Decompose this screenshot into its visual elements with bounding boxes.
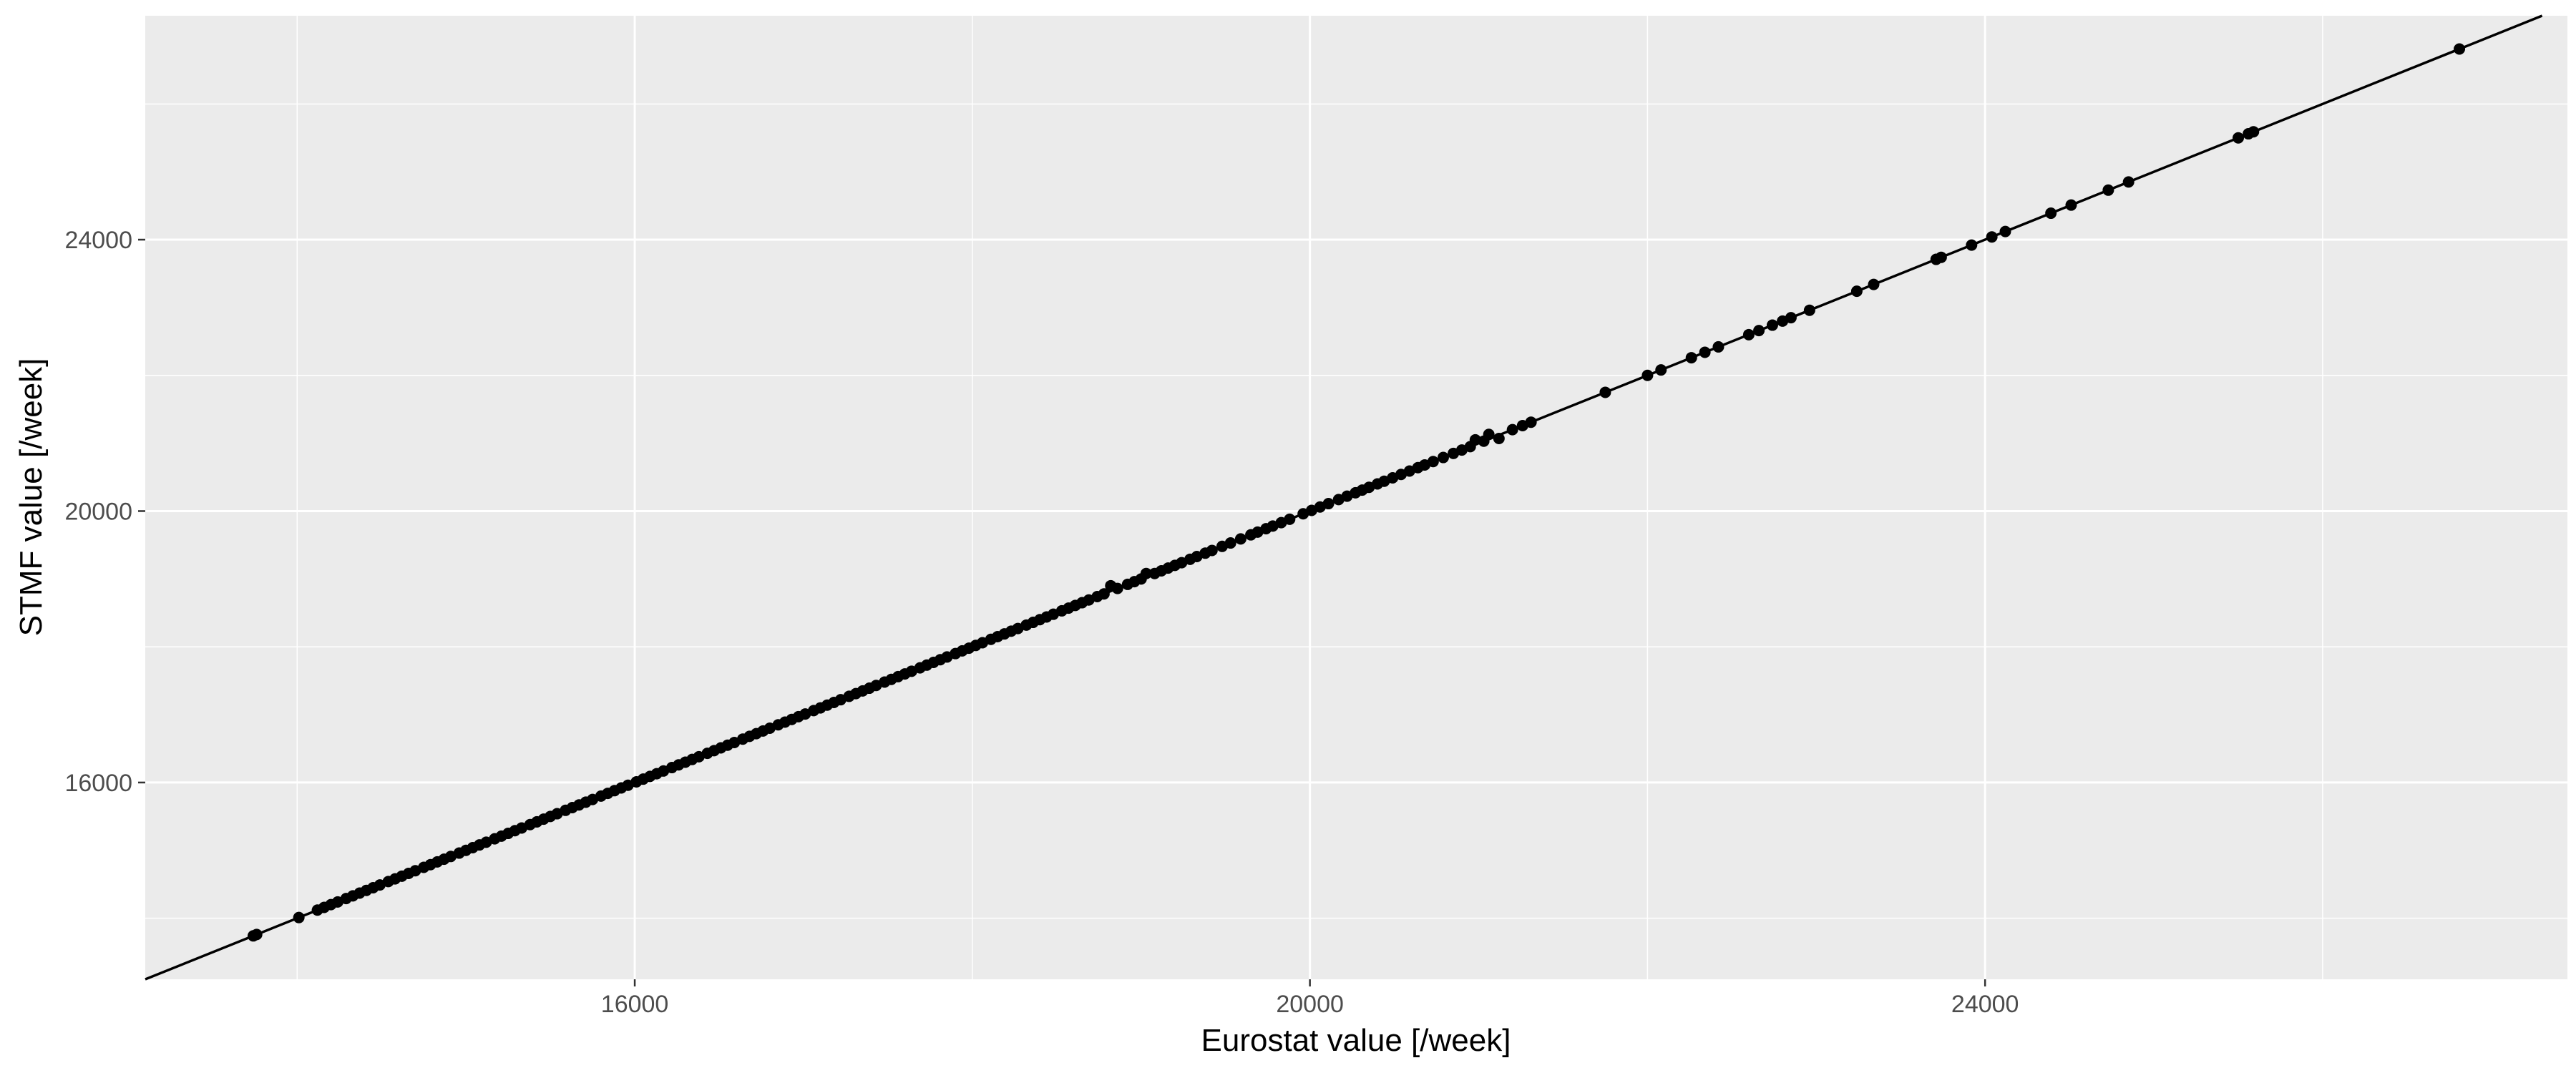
y-tick-label: 16000 — [64, 770, 132, 797]
data-point — [1986, 231, 1998, 243]
data-point — [1868, 278, 1880, 290]
data-point — [1234, 533, 1246, 545]
data-point — [1098, 588, 1110, 600]
y-axis-ticks: 16000 20000 24000 — [64, 227, 145, 797]
data-point — [1850, 285, 1863, 298]
data-point — [1437, 451, 1449, 464]
data-point — [1206, 544, 1218, 557]
data-points — [247, 43, 2466, 942]
data-point — [1525, 416, 1537, 428]
data-point — [250, 929, 263, 941]
data-point — [1493, 432, 1505, 444]
data-point — [1966, 239, 1978, 251]
minor-gridlines — [145, 16, 2567, 979]
data-point — [1111, 582, 1123, 594]
data-point — [1224, 537, 1236, 549]
data-point — [1712, 340, 1724, 353]
data-point — [1506, 423, 1518, 436]
data-point — [1699, 346, 1711, 358]
x-tick-label: 24000 — [1951, 991, 2019, 1018]
data-point — [1427, 456, 1439, 468]
y-tick-label: 20000 — [64, 498, 132, 525]
data-point — [1140, 567, 1152, 579]
data-point — [1655, 364, 1667, 376]
data-point — [2065, 199, 2077, 211]
data-point — [1803, 304, 1815, 316]
data-point — [1785, 312, 1797, 324]
data-point — [1766, 319, 1778, 331]
data-point — [2233, 132, 2245, 144]
y-axis-title: STMF value [/week] — [14, 358, 49, 637]
y-tick-label: 24000 — [64, 227, 132, 254]
data-point — [1641, 369, 1654, 381]
data-point — [2122, 176, 2135, 188]
data-point — [1483, 428, 1495, 441]
data-point — [1685, 352, 1697, 364]
data-point — [293, 911, 305, 923]
data-point — [2248, 126, 2260, 138]
major-gridlines — [145, 16, 2567, 979]
data-point — [2454, 43, 2466, 55]
data-point — [1599, 386, 1611, 398]
data-point — [2102, 184, 2114, 196]
data-point — [1322, 498, 1335, 510]
x-tick-label: 16000 — [601, 991, 669, 1018]
x-axis-ticks: 16000 20000 24000 — [601, 979, 2019, 1018]
data-point — [1742, 328, 1755, 340]
data-point — [1284, 513, 1296, 525]
data-point — [1469, 433, 1481, 446]
data-point — [1999, 225, 2011, 237]
data-point — [2045, 207, 2057, 220]
x-axis-title: Eurostat value [/week] — [1201, 1023, 1511, 1058]
x-tick-label: 20000 — [1276, 991, 1344, 1018]
data-point — [1753, 325, 1765, 337]
data-point — [1935, 251, 1947, 263]
